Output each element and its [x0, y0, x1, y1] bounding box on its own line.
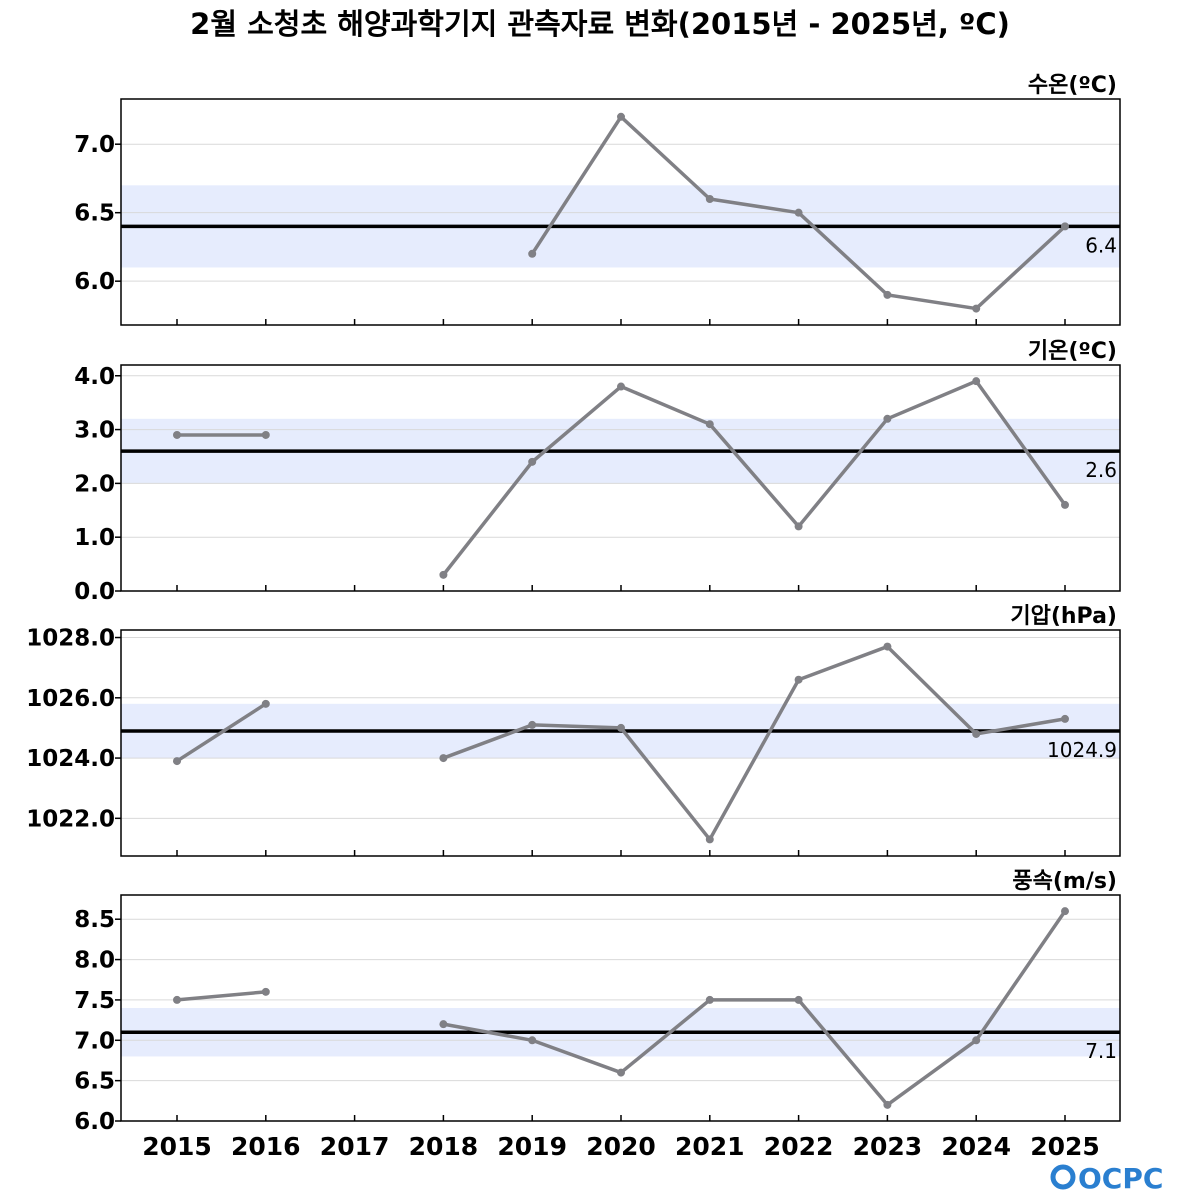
y-tick-label: 4.0	[74, 364, 115, 390]
data-point	[528, 249, 537, 258]
data-point	[1061, 907, 1069, 916]
data-point	[528, 720, 537, 729]
data-point	[794, 522, 803, 531]
data-point	[883, 290, 892, 299]
panel-1: 6.0 6.5 7.0 6.4 수온(ºC)	[74, 73, 1121, 326]
data-point	[794, 675, 803, 684]
y-tick-label: 7.0	[74, 1028, 115, 1054]
y-tick-label: 8.5	[74, 907, 115, 933]
data-point	[794, 208, 803, 217]
chart-title: 2월 소청초 해양과학기지 관측자료 변화(2015년 - 2025년, ºC)	[190, 7, 1010, 41]
data-point	[261, 430, 270, 439]
x-tick-label: 2025	[1030, 1132, 1100, 1161]
y-tick-label: 6.5	[74, 1069, 115, 1095]
data-point	[972, 1036, 981, 1045]
logo-circle-icon	[1050, 1164, 1076, 1190]
plot-frame	[120, 629, 1121, 857]
data-point	[972, 304, 981, 313]
data-point	[1061, 500, 1069, 509]
chart-panels: 6.0 6.5 7.0 6.4 수온(ºC) 0.0 1.0 2.0 3.0 4.0 2.6 기온(º…	[26, 73, 1121, 1135]
x-axis-tick-labels: 2015 2016 2017 2018 2019 2020 2021 2022 2023 2024…	[142, 1132, 1100, 1161]
data-point	[528, 457, 537, 466]
data-point	[173, 430, 181, 439]
x-tick-label: 2016	[231, 1132, 301, 1161]
y-tick-label: 2.0	[74, 471, 115, 497]
data-point	[972, 377, 981, 386]
data-point	[705, 995, 714, 1004]
reference-value-label: 2.6	[1085, 458, 1117, 482]
y-tick-label: 6.0	[74, 269, 115, 295]
x-tick-label: 2021	[675, 1132, 745, 1161]
data-point	[439, 570, 448, 579]
y-tick-label: 1022.0	[26, 806, 115, 832]
series-line	[442, 644, 1066, 842]
panel-variable-label: 기압(hPa)	[1010, 604, 1117, 629]
reference-value-label: 7.1	[1085, 1039, 1117, 1063]
data-point	[617, 1068, 625, 1077]
plot-frame	[120, 98, 1121, 326]
x-tick-label: 2023	[853, 1132, 923, 1161]
data-point	[439, 754, 448, 763]
panel-variable-label: 수온(ºC)	[1028, 73, 1117, 98]
x-tick-label: 2018	[409, 1132, 479, 1161]
data-point	[794, 995, 803, 1004]
data-point	[617, 112, 625, 121]
x-tick-label: 2020	[586, 1132, 656, 1161]
data-point	[883, 642, 892, 651]
data-point	[972, 729, 981, 738]
data-point	[883, 1100, 892, 1109]
x-tick-label: 2017	[320, 1132, 390, 1161]
plot-frame	[120, 364, 1121, 592]
y-tick-label: 3.0	[74, 418, 115, 444]
x-tick-label: 2024	[941, 1132, 1011, 1161]
data-point	[705, 194, 714, 203]
data-point	[173, 995, 181, 1004]
data-point	[705, 420, 714, 429]
data-point	[439, 1020, 448, 1029]
data-point	[173, 757, 181, 766]
reference-value-label: 6.4	[1085, 233, 1117, 257]
y-tick-label: 6.5	[74, 201, 115, 227]
y-tick-label: 1.0	[74, 525, 115, 551]
data-point	[261, 987, 270, 996]
ocpc-logo: OCPC	[1050, 1162, 1163, 1195]
series-line	[443, 910, 1067, 1107]
data-point	[617, 723, 625, 732]
panel-variable-label: 풍속(m/s)	[1012, 869, 1117, 894]
y-tick-label: 7.5	[74, 988, 115, 1014]
y-tick-label: 6.0	[74, 1109, 115, 1135]
x-tick-label: 2019	[497, 1132, 567, 1161]
plot-frame	[120, 894, 1121, 1122]
reference-value-label: 1024.9	[1047, 738, 1117, 762]
data-point	[1061, 714, 1069, 723]
data-point	[1061, 222, 1069, 231]
data-point	[883, 414, 892, 423]
series-line	[176, 990, 266, 1002]
data-point	[617, 382, 625, 391]
series-line	[176, 702, 267, 763]
y-tick-label: 1026.0	[26, 686, 115, 712]
x-tick-label: 2015	[142, 1132, 212, 1161]
panel-2: 0.0 1.0 2.0 3.0 4.0 2.6 기온(ºC)	[74, 339, 1121, 605]
x-tick-label: 2022	[764, 1132, 834, 1161]
data-point	[705, 835, 714, 844]
panel-variable-label: 기온(ºC)	[1028, 339, 1117, 364]
y-tick-label: 1024.0	[26, 746, 115, 772]
panel-4: 6.0 6.5 7.0 7.5 8.0 8.5 7.1 풍속(m/s)	[74, 869, 1121, 1135]
series-line	[442, 379, 1067, 576]
logo-text: OCPC	[1078, 1162, 1163, 1195]
data-point	[261, 699, 270, 708]
y-tick-label: 8.0	[74, 948, 115, 974]
y-tick-label: 1028.0	[26, 626, 115, 652]
data-point	[528, 1036, 537, 1045]
panel-3: 1022.0 1024.0 1026.0 1028.0 1024.9 기압(hPa)	[26, 604, 1121, 857]
y-tick-label: 0.0	[74, 579, 115, 605]
y-tick-label: 7.0	[74, 132, 115, 158]
